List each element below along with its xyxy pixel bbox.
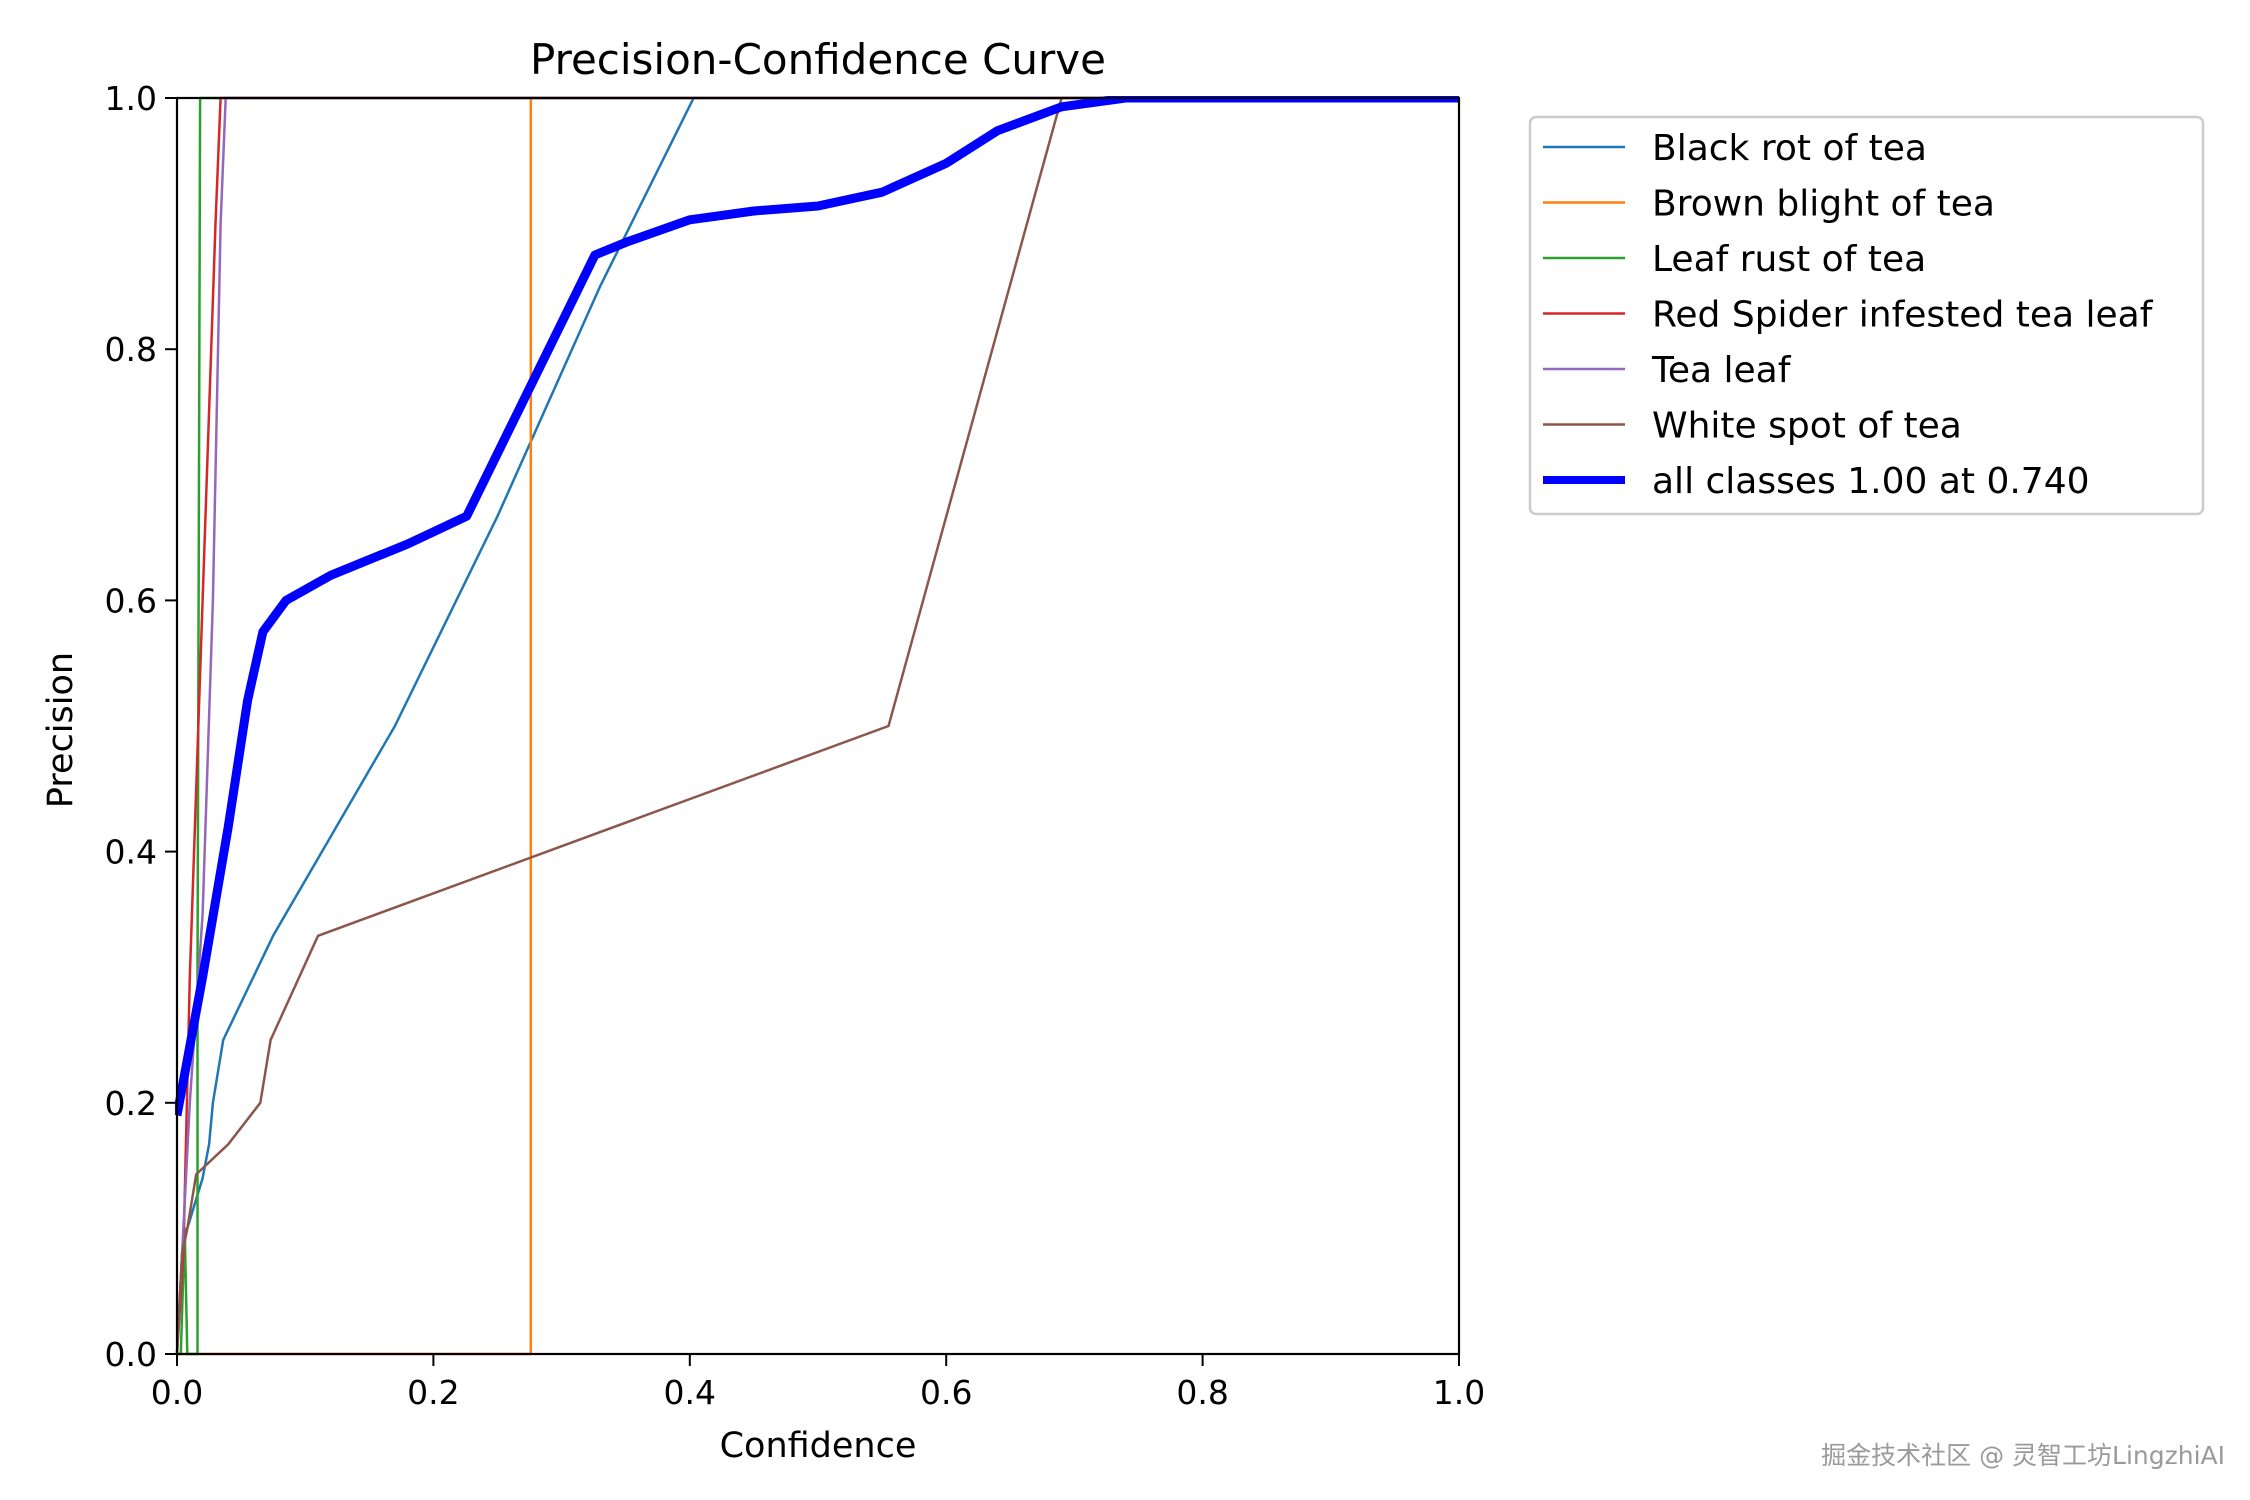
- series-line-0: [175, 96, 1459, 1355]
- y-axis: 0.0 0.2 0.4 0.6 0.8 1.0: [105, 79, 177, 1374]
- series-line-2: [177, 96, 1459, 1356]
- series-layer: [175, 96, 1459, 1356]
- legend-label: Red Spider infested tea leaf: [1652, 295, 2154, 336]
- y-tick-label: 0.6: [105, 581, 157, 620]
- series-line-6: [175, 96, 1459, 1117]
- plot-frame: [175, 96, 1461, 1356]
- y-tick-label: 0.0: [105, 1335, 157, 1374]
- chart-title: Precision-Confidence Curve: [530, 35, 1106, 84]
- series-line-4: [175, 96, 1459, 1355]
- legend: Black rot of tea Brown blight of tea Leaf …: [1528, 115, 2205, 516]
- x-axis-title: Confidence: [720, 1426, 917, 1466]
- legend-label: all classes 1.00 at 0.740: [1652, 461, 2090, 502]
- series-line-3: [175, 96, 1459, 1355]
- watermark: 掘金技术社区 @ 灵智工坊LingzhiAI: [1821, 1441, 2225, 1470]
- x-tick-label: 0.4: [664, 1373, 716, 1412]
- legend-box: [1528, 115, 2205, 516]
- y-tick-label: 0.4: [105, 833, 157, 872]
- x-axis: 0.0 0.2 0.4 0.6 0.8 1.0: [151, 1354, 1485, 1412]
- legend-label: Brown blight of tea: [1652, 184, 1995, 225]
- legend-label: White spot of tea: [1652, 406, 1962, 447]
- x-tick-label: 0.2: [407, 1373, 459, 1412]
- y-tick-label: 1.0: [105, 79, 157, 118]
- legend-label: Tea leaf: [1651, 350, 1792, 391]
- legend-label: Leaf rust of tea: [1652, 239, 1926, 280]
- series-line-5: [175, 96, 1459, 1355]
- x-tick-label: 1.0: [1433, 1373, 1485, 1412]
- x-tick-label: 0.0: [151, 1373, 203, 1412]
- series-line-1: [177, 96, 1459, 1356]
- y-tick-label: 0.8: [105, 330, 157, 369]
- legend-label: Black rot of tea: [1652, 128, 1927, 169]
- y-axis-title: Precision: [41, 652, 81, 808]
- y-tick-label: 0.2: [105, 1084, 157, 1123]
- x-tick-label: 0.6: [920, 1373, 972, 1412]
- x-tick-label: 0.8: [1176, 1373, 1228, 1412]
